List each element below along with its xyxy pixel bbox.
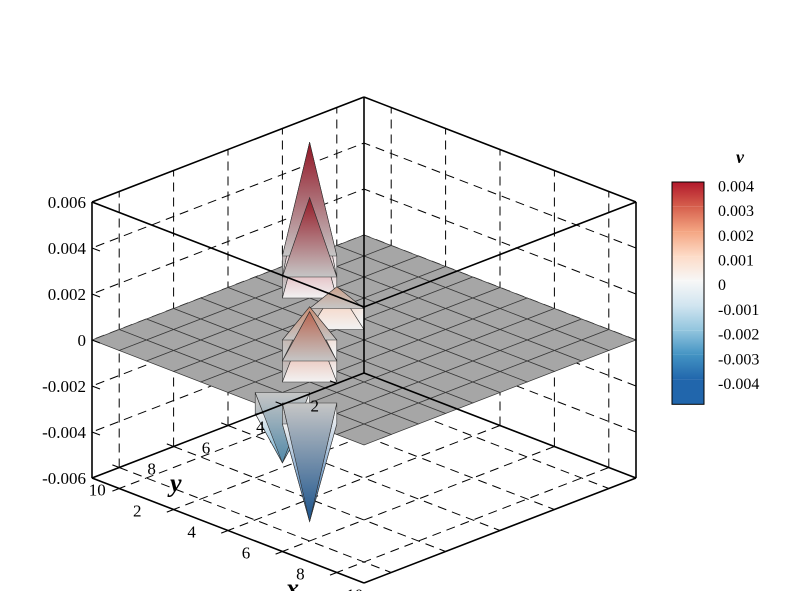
peak-shade [282,403,337,522]
z-tick-mark [91,385,101,390]
mesh-cell [335,423,393,446]
z-tick-label: -0.004 [42,423,86,442]
legend-label: 0.002 [718,228,754,245]
peak-shade [282,197,337,277]
box-edge [363,477,637,584]
y-tick-mark [166,443,174,448]
y-tick-label: 6 [202,439,211,458]
legend-label: -0.004 [718,376,759,393]
grid-line [282,446,555,552]
grid-line [119,467,392,573]
x-tick-mark [329,571,338,576]
legend-label: -0.003 [718,351,759,368]
box-edge [363,201,637,308]
z-tick-label: 0.004 [48,239,87,258]
peak-face [308,286,365,309]
legend-swatch [672,256,704,281]
legend-label: 0.001 [718,252,754,269]
x-tick-label: 2 [133,502,142,521]
y-tick-label: 8 [147,460,156,479]
legend-label: 0.003 [718,203,754,220]
y-axis-title: y [167,469,182,498]
legend-frame [671,181,705,405]
z-tick-label: 0.002 [48,285,86,304]
legend-label: -0.001 [718,302,759,319]
x-axis-title: x [285,574,299,591]
x-tick-mark [112,487,120,492]
legend-swatches [671,181,705,405]
y-tick-label: 2 [311,397,320,416]
peak-face [282,402,338,522]
tick-labels: -0.006 -0.004 -0.002 0 0.002 0.004 0.006 2 4 6 8 10… [42,193,363,591]
x-tick-label: 8 [296,565,305,584]
z-tick-mark [91,339,101,344]
z-tick-label: 0.006 [48,193,86,212]
grid-line [227,425,501,531]
x-tick-mark [220,529,229,534]
z-tick-mark [91,293,101,298]
z-tick-mark [91,247,101,252]
y-tick-mark [329,380,338,385]
legend-labels: 0.004 0.003 0.002 0.001 0 -0.001 -0.002 -0.003 -… [718,178,759,393]
y-tick-label: 4 [256,418,265,437]
legend-swatch [672,305,704,331]
legend-swatch [672,182,704,207]
z-tick-mark [91,431,101,436]
legend-label: 0 [718,277,726,294]
z-tick-label: -0.002 [42,377,86,396]
y-tick-label: 10 [89,481,106,500]
y-tick-mark [275,401,283,406]
z-tick-mark [91,477,101,482]
z-tick-mark [91,201,101,206]
colorbar-legend: v 0.004 0.003 0.002 0.001 0 -0.001 -0.002 -0.00… [671,147,759,405]
legend-swatch [672,379,704,405]
box-edge [91,201,365,308]
peak-face [281,311,338,362]
grid-line [173,446,446,552]
x-tick-label: 6 [242,544,251,563]
box-edge [363,96,637,203]
x-tick-mark [275,550,283,555]
box-edge [91,96,365,203]
box-edge [363,372,637,479]
y-tick-mark [112,464,120,469]
grid-line [336,467,609,573]
x-tick-label: 4 [187,523,196,542]
legend-swatch [672,231,704,257]
legend-swatch [672,330,704,355]
legend-swatch [672,280,704,306]
z-tick-label: 0 [78,331,87,350]
legend-label: -0.002 [718,327,759,344]
y-tick-mark [220,422,229,427]
x-tick-label: 10 [346,586,363,591]
peak-face [281,196,338,278]
legend-label: 0.004 [718,178,754,195]
legend-swatch [672,354,704,380]
peak-shade [309,286,364,309]
legend-title: v [736,147,745,167]
peak-shade [282,311,337,361]
legend-swatch [672,206,704,232]
x-tick-mark [166,508,174,513]
z-tick-label: -0.006 [42,469,86,488]
